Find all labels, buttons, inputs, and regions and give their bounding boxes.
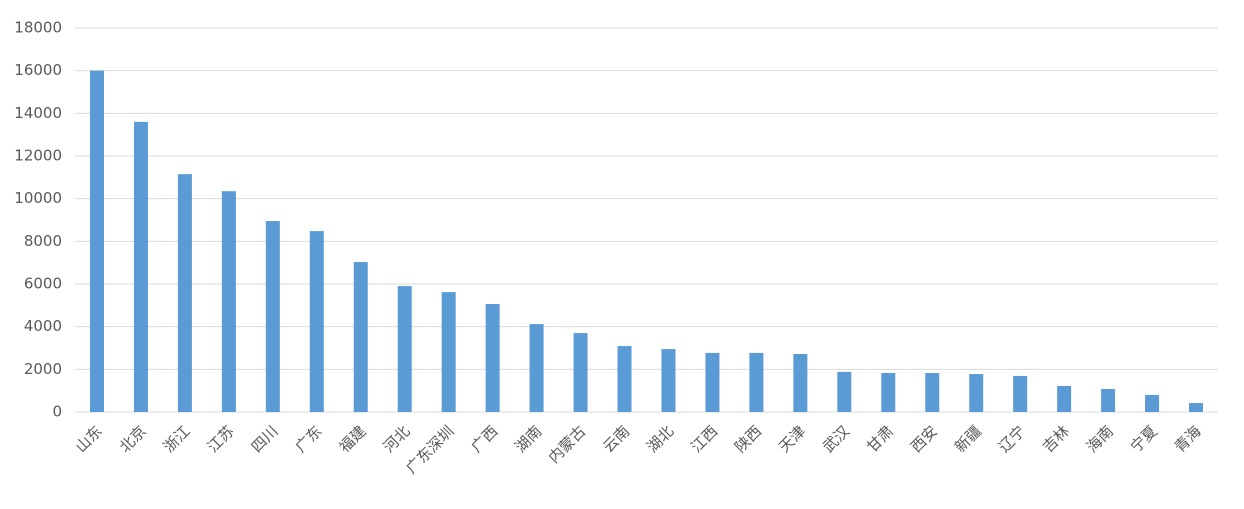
bar	[1013, 375, 1028, 412]
x-tick-label: 甘肃	[863, 422, 897, 456]
x-tick-label: 云南	[599, 422, 633, 456]
bar	[529, 324, 544, 412]
y-tick-label: 16000	[14, 61, 62, 79]
x-tick-label: 宁夏	[1127, 422, 1161, 456]
x-tick-label: 四川	[248, 422, 282, 456]
x-tick-label: 北京	[116, 422, 150, 456]
x-tick-label: 湖南	[511, 422, 545, 456]
y-tick-label: 8000	[24, 232, 62, 250]
x-tick-label: 青海	[1171, 422, 1205, 456]
x-tick-label: 新疆	[951, 422, 985, 456]
y-tick-label: 4000	[24, 317, 62, 335]
bar	[837, 371, 852, 412]
bar	[441, 292, 456, 412]
bar	[309, 231, 324, 412]
bar	[969, 374, 984, 412]
bar	[397, 286, 412, 412]
x-tick-label: 西安	[907, 422, 941, 456]
bar	[353, 262, 368, 412]
bar	[573, 333, 588, 412]
bar	[133, 121, 148, 412]
x-tick-label: 福建	[336, 422, 370, 456]
bar	[1189, 403, 1204, 412]
x-tick-label: 广东	[292, 422, 326, 456]
bar	[1057, 385, 1072, 412]
bar	[881, 372, 896, 412]
y-tick-label: 0	[52, 403, 62, 421]
x-tick-label: 江苏	[204, 422, 238, 456]
bar	[925, 372, 940, 412]
bar	[177, 174, 192, 412]
y-tick-label: 10000	[14, 189, 62, 207]
bar	[617, 346, 632, 412]
x-tick-label: 辽宁	[995, 422, 1029, 456]
bar	[89, 70, 104, 413]
bar	[705, 352, 720, 412]
x-tick-label: 湖北	[643, 422, 677, 456]
y-tick-label: 12000	[14, 147, 62, 165]
x-tick-label: 广西	[468, 422, 502, 456]
x-tick-label: 广东深圳	[402, 422, 457, 477]
bar	[793, 353, 808, 412]
bar	[661, 349, 676, 412]
y-tick-label: 2000	[24, 360, 62, 378]
x-tick-label: 天津	[775, 422, 809, 456]
bar	[221, 191, 236, 412]
bar	[1101, 388, 1116, 412]
bar	[265, 221, 280, 412]
x-tick-label: 吉林	[1039, 422, 1073, 456]
x-tick-label: 武汉	[819, 422, 853, 456]
bar	[485, 304, 500, 412]
x-tick-label: 陕西	[731, 422, 765, 456]
x-tick-label: 内蒙古	[545, 422, 590, 467]
y-tick-label: 6000	[24, 275, 62, 293]
x-tick-label: 山东	[72, 422, 106, 456]
x-tick-label: 海南	[1083, 422, 1117, 456]
x-tick-label: 江西	[687, 422, 721, 456]
x-tick-label: 浙江	[160, 422, 194, 456]
y-tick-label: 18000	[14, 19, 62, 37]
bar	[749, 352, 764, 412]
x-tick-label: 河北	[380, 422, 414, 456]
bar	[1145, 394, 1160, 412]
y-tick-label: 14000	[14, 104, 62, 122]
